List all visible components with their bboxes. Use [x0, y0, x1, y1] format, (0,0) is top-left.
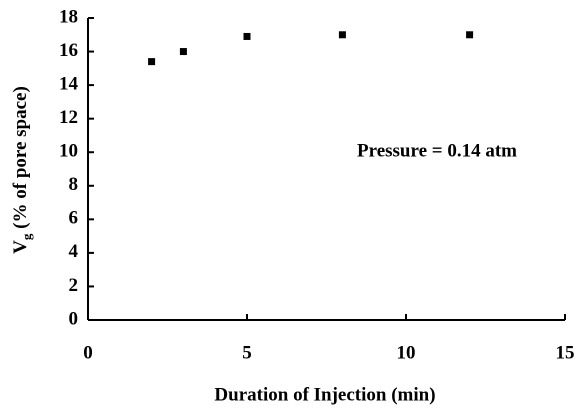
y-tick-label: 14: [59, 73, 79, 94]
marker: [179, 48, 187, 56]
y-tick-label: 6: [69, 208, 79, 229]
y-tick-label: 2: [69, 275, 79, 296]
marker: [338, 31, 346, 39]
marker: [466, 31, 474, 39]
y-label-main: V: [10, 240, 31, 254]
x-tick-label: 10: [397, 342, 416, 363]
y-tick-label: 4: [69, 241, 79, 262]
marker: [148, 58, 156, 66]
x-tick-label: 0: [83, 342, 93, 363]
x-axis-label: Duration of Injection (min): [214, 384, 435, 405]
y-tick-label: 16: [59, 40, 78, 61]
y-tick-label: 12: [59, 107, 78, 128]
x-tick-label: 5: [242, 342, 252, 363]
annotation: Pressure = 0.14 atm: [357, 140, 517, 161]
y-tick-label: 10: [59, 141, 78, 162]
y-tick-label: 8: [69, 174, 79, 195]
marker: [243, 32, 251, 40]
y-axis-label: Vg (% of pore space): [10, 86, 34, 254]
y-label-rest: (% of pore space): [10, 86, 31, 233]
y-label-subscript: g: [19, 233, 34, 240]
x-tick-label: 15: [556, 342, 575, 363]
y-tick-label: 0: [69, 308, 79, 329]
y-tick-label: 18: [59, 6, 78, 27]
